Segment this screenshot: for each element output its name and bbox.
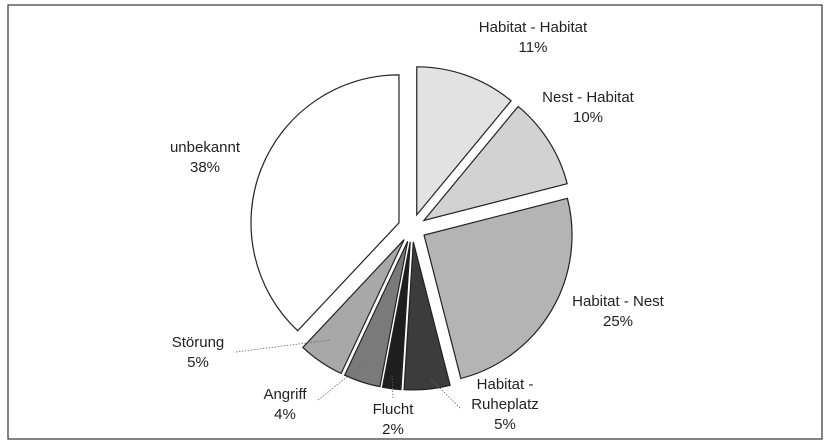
slice-label: Nest - Habitat 10% xyxy=(528,88,648,128)
slice-label: unbekannt 38% xyxy=(145,138,265,178)
value-label: 10% xyxy=(572,109,604,126)
slice-label: Habitat - Ruheplatz 5% xyxy=(465,375,545,435)
value-label: 38% xyxy=(189,159,221,176)
value-label: 5% xyxy=(494,416,516,433)
slice-label: Habitat - Habitat 11% xyxy=(473,18,593,58)
category-label: Angriff xyxy=(263,386,307,403)
pie-slice xyxy=(416,66,512,217)
slice-label: Habitat - Nest 25% xyxy=(558,292,678,332)
slice-label: Störung 5% xyxy=(138,333,258,373)
pie-slice xyxy=(343,241,409,388)
frame xyxy=(7,4,823,440)
category-label: Habitat - Ruheplatz xyxy=(471,376,539,413)
slice-label: Flucht 2% xyxy=(333,400,453,440)
pie-slice xyxy=(250,74,400,332)
pie-slice xyxy=(423,197,573,380)
pie-slice xyxy=(403,241,451,391)
value-label: 2% xyxy=(382,421,404,438)
category-label: Störung xyxy=(171,334,225,351)
value-label: 25% xyxy=(602,313,634,330)
leader-line xyxy=(391,374,394,399)
leader-line xyxy=(429,377,461,409)
pie-slice xyxy=(301,239,405,375)
value-label: 5% xyxy=(187,354,209,371)
value-label: 11% xyxy=(518,39,548,56)
slice-label: Angriff 4% xyxy=(225,385,345,425)
pie-slice xyxy=(381,241,411,391)
leader-line xyxy=(235,339,331,353)
category-label: Nest - Habitat xyxy=(542,89,634,106)
leader-line xyxy=(317,364,363,401)
pie-slice xyxy=(422,105,568,222)
category-label: Flucht xyxy=(372,401,414,418)
category-label: unbekannt xyxy=(169,139,241,156)
category-label: Habitat - Habitat xyxy=(478,19,588,36)
category-label: Habitat - Nest xyxy=(572,293,664,310)
value-label: 4% xyxy=(274,406,296,423)
